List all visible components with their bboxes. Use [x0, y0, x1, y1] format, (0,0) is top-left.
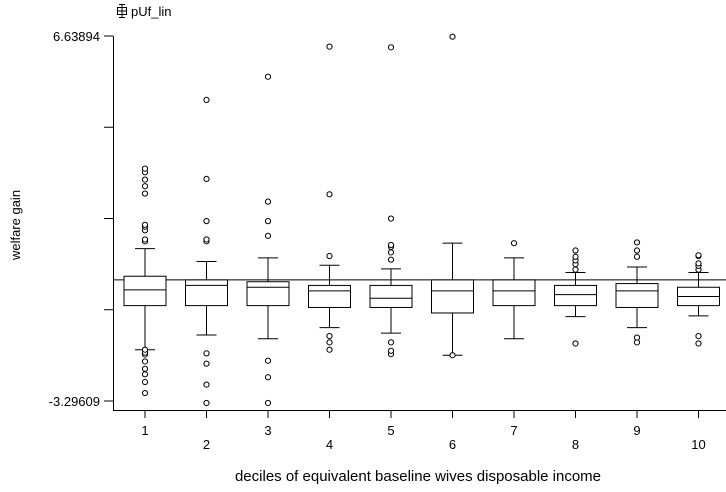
y-axis-label: welfare gain	[8, 190, 23, 261]
box-iqr	[123, 275, 167, 307]
x-tick-label: 7	[510, 423, 517, 438]
x-axis-ticks: 1 2 3 4 5 6 7 8 9 10	[141, 410, 706, 452]
x-axis-label: deciles of equivalent baseline wives dis…	[235, 468, 601, 485]
outlier-point	[141, 221, 149, 228]
outlier-point	[141, 389, 149, 397]
outlier-point	[387, 256, 395, 263]
boxplot-series	[123, 33, 720, 407]
x-tick-label: 1	[141, 423, 148, 438]
box-group	[554, 247, 597, 347]
box-iqr	[308, 284, 351, 308]
y-axis-ticks	[104, 35, 113, 402]
outlier-point	[141, 165, 149, 172]
outlier-point	[141, 176, 149, 183]
x-tick-label: 6	[449, 437, 456, 452]
box-iqr	[185, 279, 228, 307]
box-group	[431, 33, 474, 359]
x-tick-label: 8	[572, 437, 579, 452]
outlier-point	[387, 249, 395, 256]
outlier-point	[695, 252, 702, 259]
outlier-point	[572, 340, 579, 347]
box-group	[492, 240, 536, 340]
outlier-point	[264, 374, 272, 381]
x-tick-label: 5	[387, 423, 394, 438]
outlier-point	[695, 340, 702, 347]
outlier-point	[141, 365, 149, 372]
legend-label: pUf_lin	[131, 4, 171, 19]
outlier-point	[387, 339, 395, 346]
outlier-point	[141, 190, 149, 197]
outlier-point	[203, 218, 210, 225]
outlier-point	[633, 239, 641, 246]
box-iqr	[554, 284, 597, 307]
box-iqr	[431, 279, 474, 314]
legend-box-symbol	[117, 4, 127, 18]
outlier-point	[387, 215, 395, 222]
outlier-point	[387, 347, 395, 354]
outlier-point	[326, 43, 333, 50]
outlier-point	[203, 381, 210, 388]
box-iqr	[369, 284, 413, 308]
y-tick-label-max: 6.63894	[53, 29, 100, 44]
box-group	[615, 239, 659, 346]
outlier-point	[326, 333, 333, 340]
outlier-point	[203, 96, 210, 103]
outlier-point	[264, 232, 272, 239]
outlier-point	[141, 183, 149, 190]
outlier-point	[141, 236, 149, 243]
outlier-point	[387, 44, 395, 51]
box-group	[246, 73, 290, 407]
outlier-point	[141, 371, 149, 378]
box-group	[308, 43, 351, 353]
outlier-point	[141, 378, 149, 386]
x-tick-label: 9	[633, 423, 640, 438]
box-iqr	[615, 283, 659, 308]
outlier-point	[264, 357, 272, 364]
legend: pUf_lin	[117, 4, 171, 19]
outlier-point	[203, 236, 210, 243]
outlier-point	[326, 346, 333, 353]
outlier-point	[203, 399, 210, 407]
outlier-point	[326, 191, 333, 198]
outlier-point	[633, 334, 641, 341]
outlier-point	[449, 33, 456, 40]
outlier-point	[510, 240, 518, 247]
outlier-point	[264, 218, 272, 225]
outlier-point	[264, 198, 272, 205]
outlier-point	[326, 339, 333, 346]
outlier-point	[203, 350, 210, 357]
box-group	[369, 44, 413, 358]
box-group	[123, 165, 167, 397]
outlier-point	[633, 253, 641, 260]
outlier-point	[449, 352, 456, 359]
box-iqr	[246, 281, 290, 307]
box-iqr	[492, 279, 536, 307]
outlier-point	[572, 247, 579, 254]
outlier-point	[387, 241, 395, 249]
outlier-point	[326, 252, 333, 260]
outlier-point	[141, 358, 149, 365]
box-group	[677, 252, 720, 347]
box-group	[185, 96, 228, 407]
outlier-point	[203, 175, 210, 182]
y-tick-label-min: -3.29609	[49, 394, 100, 409]
outlier-point	[264, 399, 272, 407]
x-tick-label: 4	[326, 437, 333, 452]
x-tick-label: 3	[264, 423, 271, 438]
outlier-point	[572, 266, 579, 273]
outlier-point	[203, 360, 210, 367]
outlier-point	[633, 247, 641, 254]
x-tick-label: 2	[203, 437, 210, 452]
outlier-point	[695, 260, 702, 267]
outlier-point	[141, 346, 149, 353]
outlier-point	[572, 253, 579, 260]
x-tick-label: 10	[691, 437, 705, 452]
outlier-point	[695, 333, 702, 340]
outlier-point	[264, 73, 272, 80]
